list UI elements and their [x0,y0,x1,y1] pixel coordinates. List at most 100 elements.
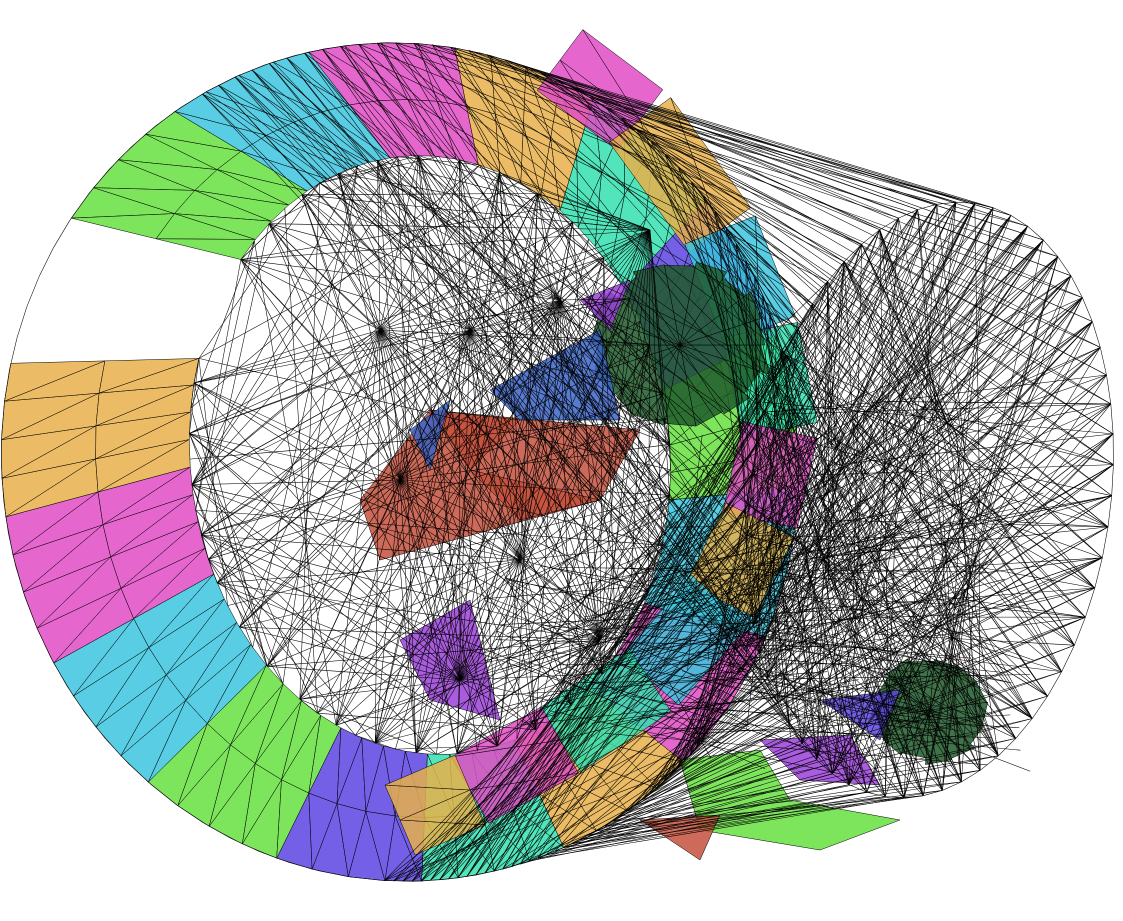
cone-edge [520,535,747,865]
ring-facet [336,727,363,804]
interior-edge [189,433,284,684]
cone-edge [610,679,859,724]
cone-edge [664,153,1101,348]
silhouette-edge [711,703,731,731]
interior-edge [537,193,671,445]
cone-edge [656,495,1112,789]
interior-edge [379,329,663,546]
interior-edge [648,229,651,593]
silhouette-edge [66,685,86,714]
cone-edge [482,580,714,600]
cone-edge [523,633,842,724]
silhouette-edge [762,296,776,328]
interior-edge [649,344,671,445]
interior-edge [459,679,498,747]
cone-edge [863,256,1058,414]
silhouette-edge [1,467,4,501]
interior-edge [284,208,318,714]
ring-facet [669,460,735,501]
cone-edge [745,260,778,703]
interior-edge [469,193,538,331]
cone-edge [749,538,822,597]
cone-edge [650,722,724,737]
interior-edge [459,222,574,681]
silhouette-edge [15,565,26,598]
ring-facet [559,154,579,229]
cone-edge [879,229,957,436]
silhouette-edge [619,797,645,817]
interior-edge [319,165,358,184]
cone-edge [903,626,937,798]
interior-edge [377,160,521,561]
cone-edge [725,227,1075,646]
cone-edge [852,244,862,618]
interior-edge [268,223,401,481]
cone-edge [781,374,1107,489]
cone-edge [955,201,975,204]
interior-edge [301,194,401,481]
cone-edge [506,528,728,635]
cone-edge [563,773,833,848]
cone-edge [448,239,1044,880]
cone-edge [884,604,957,797]
interior-edge [355,320,641,736]
cone-edge [852,616,1033,719]
cone-edge [535,428,736,656]
cone-edge [964,433,1114,591]
cone-edge [627,598,755,630]
interior-edge [208,559,588,691]
silhouette-edge [230,837,260,852]
silhouette-edge [294,48,325,56]
cone-edge [554,796,886,852]
cone-edge [450,47,747,536]
cone-edge [573,87,918,210]
interior-edge [499,172,588,691]
interior-edge [516,344,650,739]
cone-edge [504,59,1107,376]
silhouette-edge [180,90,208,108]
interior-edge [191,155,419,485]
cone-edge [791,297,1083,429]
cone-edge [663,209,918,783]
cone-edge [899,202,957,401]
cone-edge [1100,347,1107,376]
interior-edge [201,479,401,536]
cone-edge [579,759,817,840]
cone-edge [863,412,1095,589]
cone-edge [823,261,845,483]
cone-edge [903,795,924,799]
interior-edge [519,193,538,561]
cone-edge [1094,557,1103,589]
cone-edge [450,46,918,210]
cone-edge [605,733,988,766]
cone-edge [520,382,775,865]
silhouette-edge [207,76,236,92]
interior-edge [240,259,461,681]
cone-edge [549,650,960,732]
cone-edge [644,714,1021,751]
cone-edge [971,557,1103,575]
silhouette-edge [386,42,419,44]
cone-edge [636,128,1058,257]
cone-edge [546,784,850,856]
interior-edge [479,164,657,570]
cone-edge [843,203,976,605]
silhouette-edge [623,119,650,140]
cone-edge [627,587,1095,812]
interior-edge [459,159,651,231]
cone-edge [887,401,1111,405]
cone-edge [660,565,1014,645]
silhouette-edge [350,876,382,881]
cone-edge [783,444,1103,559]
cone-edge [706,670,725,708]
cone-edge [823,482,999,756]
interior-edge [191,164,480,485]
interior-edge [190,164,480,409]
cone-edge [537,759,817,859]
silhouette-edge [784,358,792,391]
cone-edge [1010,215,1028,227]
cone-edge [479,591,718,655]
cone-edge [946,321,1093,618]
interior-edge [377,159,640,615]
cone-edge [812,281,828,305]
